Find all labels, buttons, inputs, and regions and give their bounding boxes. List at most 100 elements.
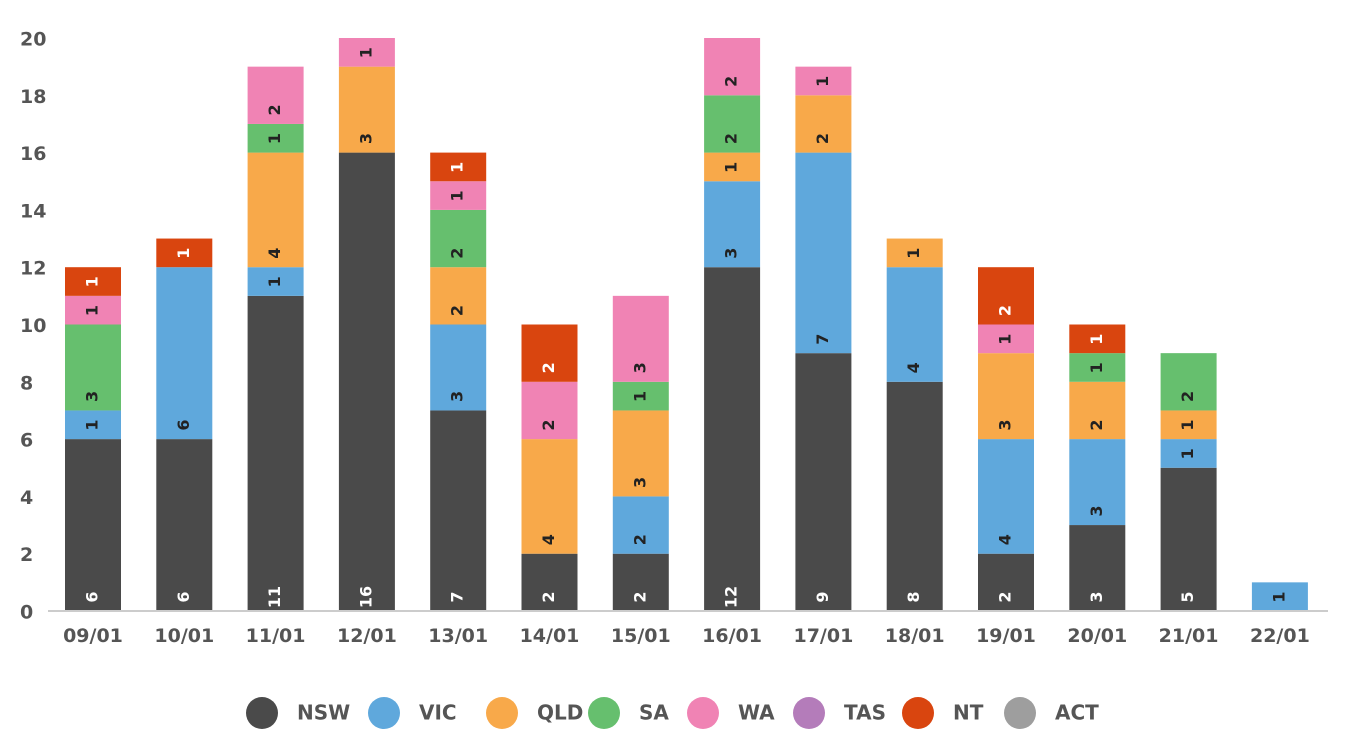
legend-label-act: ACT [1055,701,1099,725]
x-tick-label: 18/01 [885,625,945,647]
x-tick-label: 16/01 [702,625,762,647]
legend: NSW VIC QLD SA WA TAS NT ACT [246,697,1099,729]
bar-segment-qld [1160,410,1217,440]
data-label: 3 [356,133,375,144]
x-tick-label: 22/01 [1250,625,1310,647]
data-label: 1 [265,276,284,287]
bar-segment-wa [704,38,761,96]
data-label: 1 [722,162,741,173]
x-tick-label: 19/01 [976,625,1036,647]
bar-segment-nsw [430,410,487,611]
x-tick-label: 17/01 [793,625,853,647]
data-label: 2 [630,534,649,545]
bar-segment-qld [886,238,943,268]
data-label: 6 [83,591,102,602]
legend-swatch-nsw [246,697,278,729]
bar-segment-sa [704,95,761,153]
bar-segment-vic [156,267,213,440]
data-label: 7 [813,334,832,345]
data-label: 1 [448,190,467,201]
bar-segment-wa [65,295,121,325]
y-tick-label: 14 [20,200,46,222]
bar-segment-vic [1069,439,1126,526]
bar-segment-wa [247,66,304,124]
data-label: 2 [996,305,1015,316]
bar-segment-nt [521,324,578,382]
legend-swatch-vic [368,697,400,729]
data-label: 3 [630,477,649,488]
bar-segment-qld [612,410,669,497]
bar-segment-qld [704,152,761,182]
data-label: 3 [630,362,649,373]
x-axis: 09/01 10/01 11/01 12/01 13/01 14/01 15/01 16/01… [63,625,1310,647]
data-label: 2 [448,305,467,316]
legend-label-nsw: NSW [297,701,350,725]
bar-segment-wa [795,66,852,96]
data-label: 1 [1178,420,1197,431]
bar-segment-wa [612,295,669,382]
bar-segment-qld [978,353,1034,440]
bar-segment-sa [1160,353,1217,411]
data-label: 2 [722,133,741,144]
data-label: 5 [1178,591,1197,602]
bar-segment-vic [430,324,487,411]
legend-swatch-qld [486,697,518,729]
data-label: 11 [265,586,284,608]
data-label: 4 [996,534,1015,545]
y-tick-label: 8 [20,372,33,394]
data-label: 6 [174,591,193,602]
data-label: 4 [265,248,284,259]
data-label: 2 [630,591,649,602]
legend-swatch-tas [793,697,825,729]
x-tick-label: 15/01 [611,625,671,647]
legend-label-sa: SA [639,701,669,725]
data-label: 3 [996,420,1015,431]
bar-segment-sa [1069,353,1126,382]
bar-segment-wa [978,324,1034,354]
x-tick-label: 11/01 [246,625,306,647]
bar-segment-nt [65,267,121,296]
bar-segment-nsw [704,267,761,611]
data-label: 2 [539,420,558,431]
data-label: 3 [83,391,102,402]
bar-segment-sa [612,381,669,411]
bar-segment-qld [338,66,395,153]
data-label: 1 [996,334,1015,345]
data-label: 2 [539,591,558,602]
data-label: 2 [813,133,832,144]
x-tick-label: 12/01 [337,625,397,647]
bar-segment-nsw [338,152,395,611]
y-tick-label: 6 [20,430,33,452]
data-label: 1 [83,305,102,316]
bar-segment-qld [247,152,304,268]
bar-segment-vic [612,496,669,554]
y-tick-label: 16 [20,143,46,165]
bar-segment-nt [156,238,213,268]
data-label: 4 [904,362,923,373]
data-label: 8 [904,591,923,602]
data-label: 3 [448,391,467,402]
x-tick-label: 13/01 [428,625,488,647]
data-label: 1 [356,47,375,58]
y-axis: 0 2 4 6 8 10 12 14 16 18 20 [20,29,46,624]
data-label: 3 [1087,505,1106,516]
legend-swatch-nt [902,697,934,729]
bar-segment-nsw [247,295,304,611]
data-label: 3 [1087,591,1106,602]
data-label: 1 [813,76,832,87]
legend-label-tas: TAS [844,701,886,725]
x-tick-label: 21/01 [1159,625,1219,647]
bar-segment-vic [65,410,121,440]
data-label: 4 [539,534,558,545]
legend-swatch-sa [588,697,620,729]
data-label: 1 [630,391,649,402]
data-label: 1 [174,248,193,259]
bar-segment-nsw [1069,525,1126,611]
data-label: 1 [83,276,102,287]
x-tick-label: 14/01 [520,625,580,647]
legend-swatch-act [1004,697,1036,729]
bar-segment-nsw [978,553,1034,611]
y-tick-label: 2 [20,544,33,566]
x-tick-label: 20/01 [1067,625,1127,647]
